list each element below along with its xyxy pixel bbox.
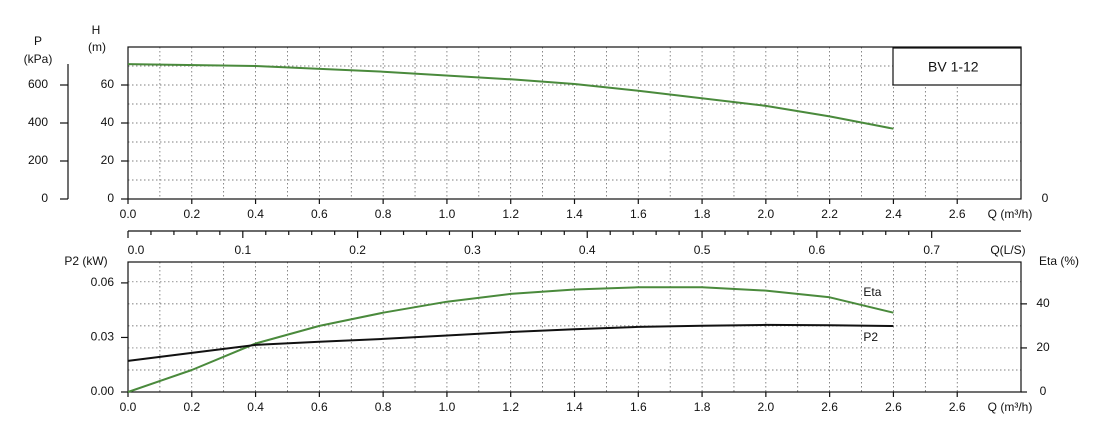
x2-axis-label: Q(L/S): [990, 243, 1025, 257]
x-axis-label: Q (m³/h): [988, 207, 1033, 221]
y-tick-label: 0: [107, 191, 114, 205]
x-tick-label: 1.2: [502, 400, 519, 414]
p-tick-label: 200: [28, 153, 48, 167]
x2-tick-label: 0.6: [809, 243, 826, 257]
p-axis-label: P: [34, 34, 42, 48]
x-tick-label: 2.6: [949, 207, 966, 221]
x-tick-label: 0.4: [247, 207, 264, 221]
x-tick-label: 1.6: [630, 207, 647, 221]
x-tick-label: 2.6: [949, 400, 966, 414]
y-tick-label: 0.00: [91, 384, 115, 398]
y-axis-label: P2 (kW): [64, 254, 107, 268]
x2-tick-label: 0.5: [694, 243, 711, 257]
x-tick-label: 2.4: [885, 207, 902, 221]
p-tick-label: 400: [28, 115, 48, 129]
p-axis-label: (kPa): [24, 52, 53, 66]
x2-tick-label: 0.4: [579, 243, 596, 257]
x-tick-label: 1.4: [566, 400, 583, 414]
y-tick-label: 40: [101, 115, 115, 129]
x-axis-label: Q (m³/h): [988, 400, 1033, 414]
x-tick-label: 0.0: [120, 400, 137, 414]
curve: [127, 286, 894, 393]
model-label: BV 1-12: [928, 59, 979, 75]
x-tick-label: 0.8: [375, 400, 392, 414]
x-tick-label: 2.6: [885, 400, 902, 414]
x-tick-label: 1.8: [694, 400, 711, 414]
curve: [127, 323, 894, 362]
x-tick-label: 2.6: [821, 400, 838, 414]
p-tick-label: 0: [41, 191, 48, 205]
right-label: 0: [1042, 191, 1049, 205]
plot-frame: [127, 261, 1022, 393]
y2-tick-label: 0: [1040, 384, 1047, 398]
y-axis-label: H: [92, 23, 101, 37]
x-tick-label: 1.0: [439, 207, 456, 221]
y-tick-label: 0.03: [91, 330, 115, 344]
y2-tick-label: 40: [1036, 296, 1050, 310]
y-tick-label: 0.06: [91, 275, 115, 289]
y-axis-label: (m): [88, 40, 106, 54]
x-tick-label: 2.0: [758, 400, 775, 414]
curve-label: Eta: [863, 285, 881, 299]
y2-axis-label: Eta (%): [1039, 254, 1079, 268]
curve: [127, 63, 894, 130]
x-tick-label: 0.8: [375, 207, 392, 221]
model-box: [892, 47, 1022, 86]
y-tick-label: 20: [101, 153, 115, 167]
x-tick-label: 0.6: [311, 207, 328, 221]
x-tick-label: 1.6: [630, 400, 647, 414]
x2-tick-label: 0.2: [349, 243, 366, 257]
curve-label: P2: [863, 330, 878, 344]
x-tick-label: 0.2: [183, 207, 200, 221]
x-tick-label: 2.2: [821, 207, 838, 221]
p-tick-label: 600: [28, 77, 48, 91]
x2-tick-label: 0.7: [923, 243, 940, 257]
x-tick-label: 0.0: [120, 207, 137, 221]
x-tick-label: 2.0: [758, 207, 775, 221]
x-tick-label: 1.0: [439, 400, 456, 414]
x-tick-label: 1.4: [566, 207, 583, 221]
x-tick-label: 0.2: [183, 400, 200, 414]
x2-tick-label: 0.3: [464, 243, 481, 257]
x2-tick-label: 0.1: [234, 243, 251, 257]
x2-tick-label: 0.0: [128, 243, 145, 257]
x-tick-label: 1.2: [502, 207, 519, 221]
x-tick-label: 0.6: [311, 400, 328, 414]
y-tick-label: 60: [101, 77, 115, 91]
x-tick-label: 0.4: [247, 400, 264, 414]
y2-tick-label: 20: [1036, 340, 1050, 354]
x-tick-label: 1.8: [694, 207, 711, 221]
